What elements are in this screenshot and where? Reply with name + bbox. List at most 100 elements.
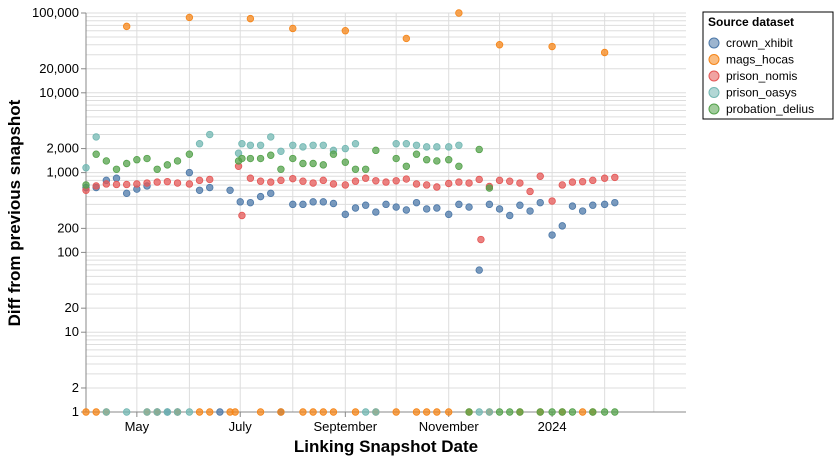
data-point-prison_nomis: [153, 178, 161, 186]
data-point-mags_hocas: [422, 408, 431, 416]
legend-marker: [708, 87, 720, 98]
data-point-crown_xhibit: [422, 205, 431, 213]
data-point-prison_nomis: [133, 180, 141, 188]
legend-title: Source dataset: [708, 15, 794, 29]
data-point-prison_nomis: [173, 179, 182, 187]
data-point-mags_hocas: [122, 22, 131, 31]
data-point-crown_xhibit: [195, 186, 204, 195]
data-point-mags_hocas: [195, 408, 204, 416]
data-point-mags_hocas: [495, 41, 504, 49]
y-tick-label: 1,000: [46, 165, 79, 180]
data-point-prison_nomis: [382, 178, 390, 186]
data-point-crown_xhibit: [455, 200, 463, 209]
data-point-prison_nomis: [163, 177, 172, 186]
data-point-prison_oasys: [82, 164, 90, 172]
data-point-probation_delius: [92, 150, 100, 158]
data-point-prison_oasys: [122, 408, 131, 416]
data-point-prison_nomis: [185, 180, 194, 188]
data-point-probation_delius: [277, 165, 285, 173]
data-point-probation_delius: [238, 154, 246, 163]
data-point-prison_nomis: [600, 174, 609, 182]
data-point-crown_xhibit: [412, 198, 421, 207]
data-point-prison_oasys: [153, 408, 161, 416]
data-point-prison_nomis: [433, 183, 441, 191]
data-point-crown_xhibit: [329, 199, 338, 208]
y-tick-label: 2: [72, 380, 79, 395]
data-point-prison_oasys: [422, 143, 431, 151]
data-point-prison_oasys: [433, 143, 441, 151]
data-point-prison_oasys: [475, 408, 483, 416]
legend-label: prison_oasys: [726, 86, 797, 100]
data-point-prison_oasys: [195, 140, 204, 148]
data-point-probation_delius: [600, 408, 609, 416]
data-point-prison_oasys: [238, 140, 246, 148]
data-point-prison_nomis: [372, 177, 380, 185]
data-point-prison_nomis: [392, 177, 400, 185]
data-points: [82, 9, 619, 416]
data-point-prison_nomis: [548, 197, 556, 205]
data-point-mags_hocas: [351, 408, 360, 416]
data-point-prison_nomis: [195, 176, 204, 185]
data-point-crown_xhibit: [372, 208, 380, 216]
data-point-prison_nomis: [568, 178, 577, 186]
data-point-prison_nomis: [402, 175, 411, 183]
data-point-prison_nomis: [351, 177, 360, 185]
data-point-prison_nomis: [526, 187, 534, 196]
data-point-prison_nomis: [578, 177, 587, 186]
data-point-prison_nomis: [506, 177, 514, 185]
series-probation_delius: [82, 145, 619, 416]
data-point-crown_xhibit: [495, 205, 504, 213]
data-point-mags_hocas: [319, 408, 327, 416]
data-point-mags_hocas: [341, 27, 350, 35]
data-point-mags_hocas: [548, 42, 556, 51]
data-point-mags_hocas: [578, 408, 587, 416]
y-gridlines: [86, 12, 686, 413]
data-point-prison_oasys: [185, 408, 194, 416]
data-point-prison_oasys: [392, 140, 400, 148]
data-point-probation_delius: [82, 181, 90, 189]
data-point-prison_nomis: [475, 175, 483, 184]
data-point-prison_nomis: [309, 179, 317, 187]
data-point-prison_nomis: [422, 181, 431, 189]
data-point-mags_hocas: [82, 408, 90, 416]
data-point-crown_xhibit: [267, 189, 275, 198]
data-point-probation_delius: [455, 162, 463, 170]
data-point-crown_xhibit: [236, 198, 244, 206]
data-point-mags_hocas: [329, 408, 338, 416]
data-point-probation_delius: [495, 408, 504, 416]
data-point-probation_delius: [548, 408, 556, 416]
x-axis-title: Linking Snapshot Date: [294, 437, 478, 456]
data-point-mags_hocas: [289, 24, 297, 33]
data-point-probation_delius: [309, 159, 317, 168]
y-tick-label: 1: [72, 404, 79, 419]
data-point-mags_hocas: [402, 34, 411, 43]
data-point-probation_delius: [299, 159, 307, 168]
data-point-probation_delius: [516, 408, 524, 416]
data-point-crown_xhibit: [558, 222, 566, 230]
data-point-prison_nomis: [341, 181, 350, 189]
data-point-probation_delius: [173, 157, 182, 165]
data-point-probation_delius: [329, 150, 338, 158]
data-point-crown_xhibit: [122, 189, 131, 198]
data-point-prison_oasys: [92, 133, 100, 141]
data-point-prison_oasys: [267, 133, 275, 141]
data-point-prison_nomis: [445, 179, 453, 188]
data-point-probation_delius: [506, 408, 514, 416]
data-point-prison_oasys: [277, 147, 285, 155]
data-point-probation_delius: [361, 165, 370, 173]
data-point-prison_nomis: [495, 176, 504, 185]
data-point-prison_nomis: [319, 176, 327, 185]
data-point-probation_delius: [611, 408, 619, 416]
legend-marker: [708, 70, 720, 82]
data-point-prison_oasys: [361, 408, 370, 416]
data-point-mags_hocas: [392, 408, 400, 416]
data-point-prison_oasys: [206, 130, 214, 139]
data-point-prison_nomis: [277, 176, 285, 185]
data-point-probation_delius: [558, 408, 566, 416]
data-point-probation_delius: [112, 165, 121, 173]
data-point-crown_xhibit: [299, 200, 307, 209]
data-point-probation_delius: [536, 408, 544, 416]
data-point-prison_nomis: [246, 174, 255, 182]
data-point-prison_oasys: [163, 408, 172, 416]
data-point-prison_nomis: [477, 235, 485, 244]
